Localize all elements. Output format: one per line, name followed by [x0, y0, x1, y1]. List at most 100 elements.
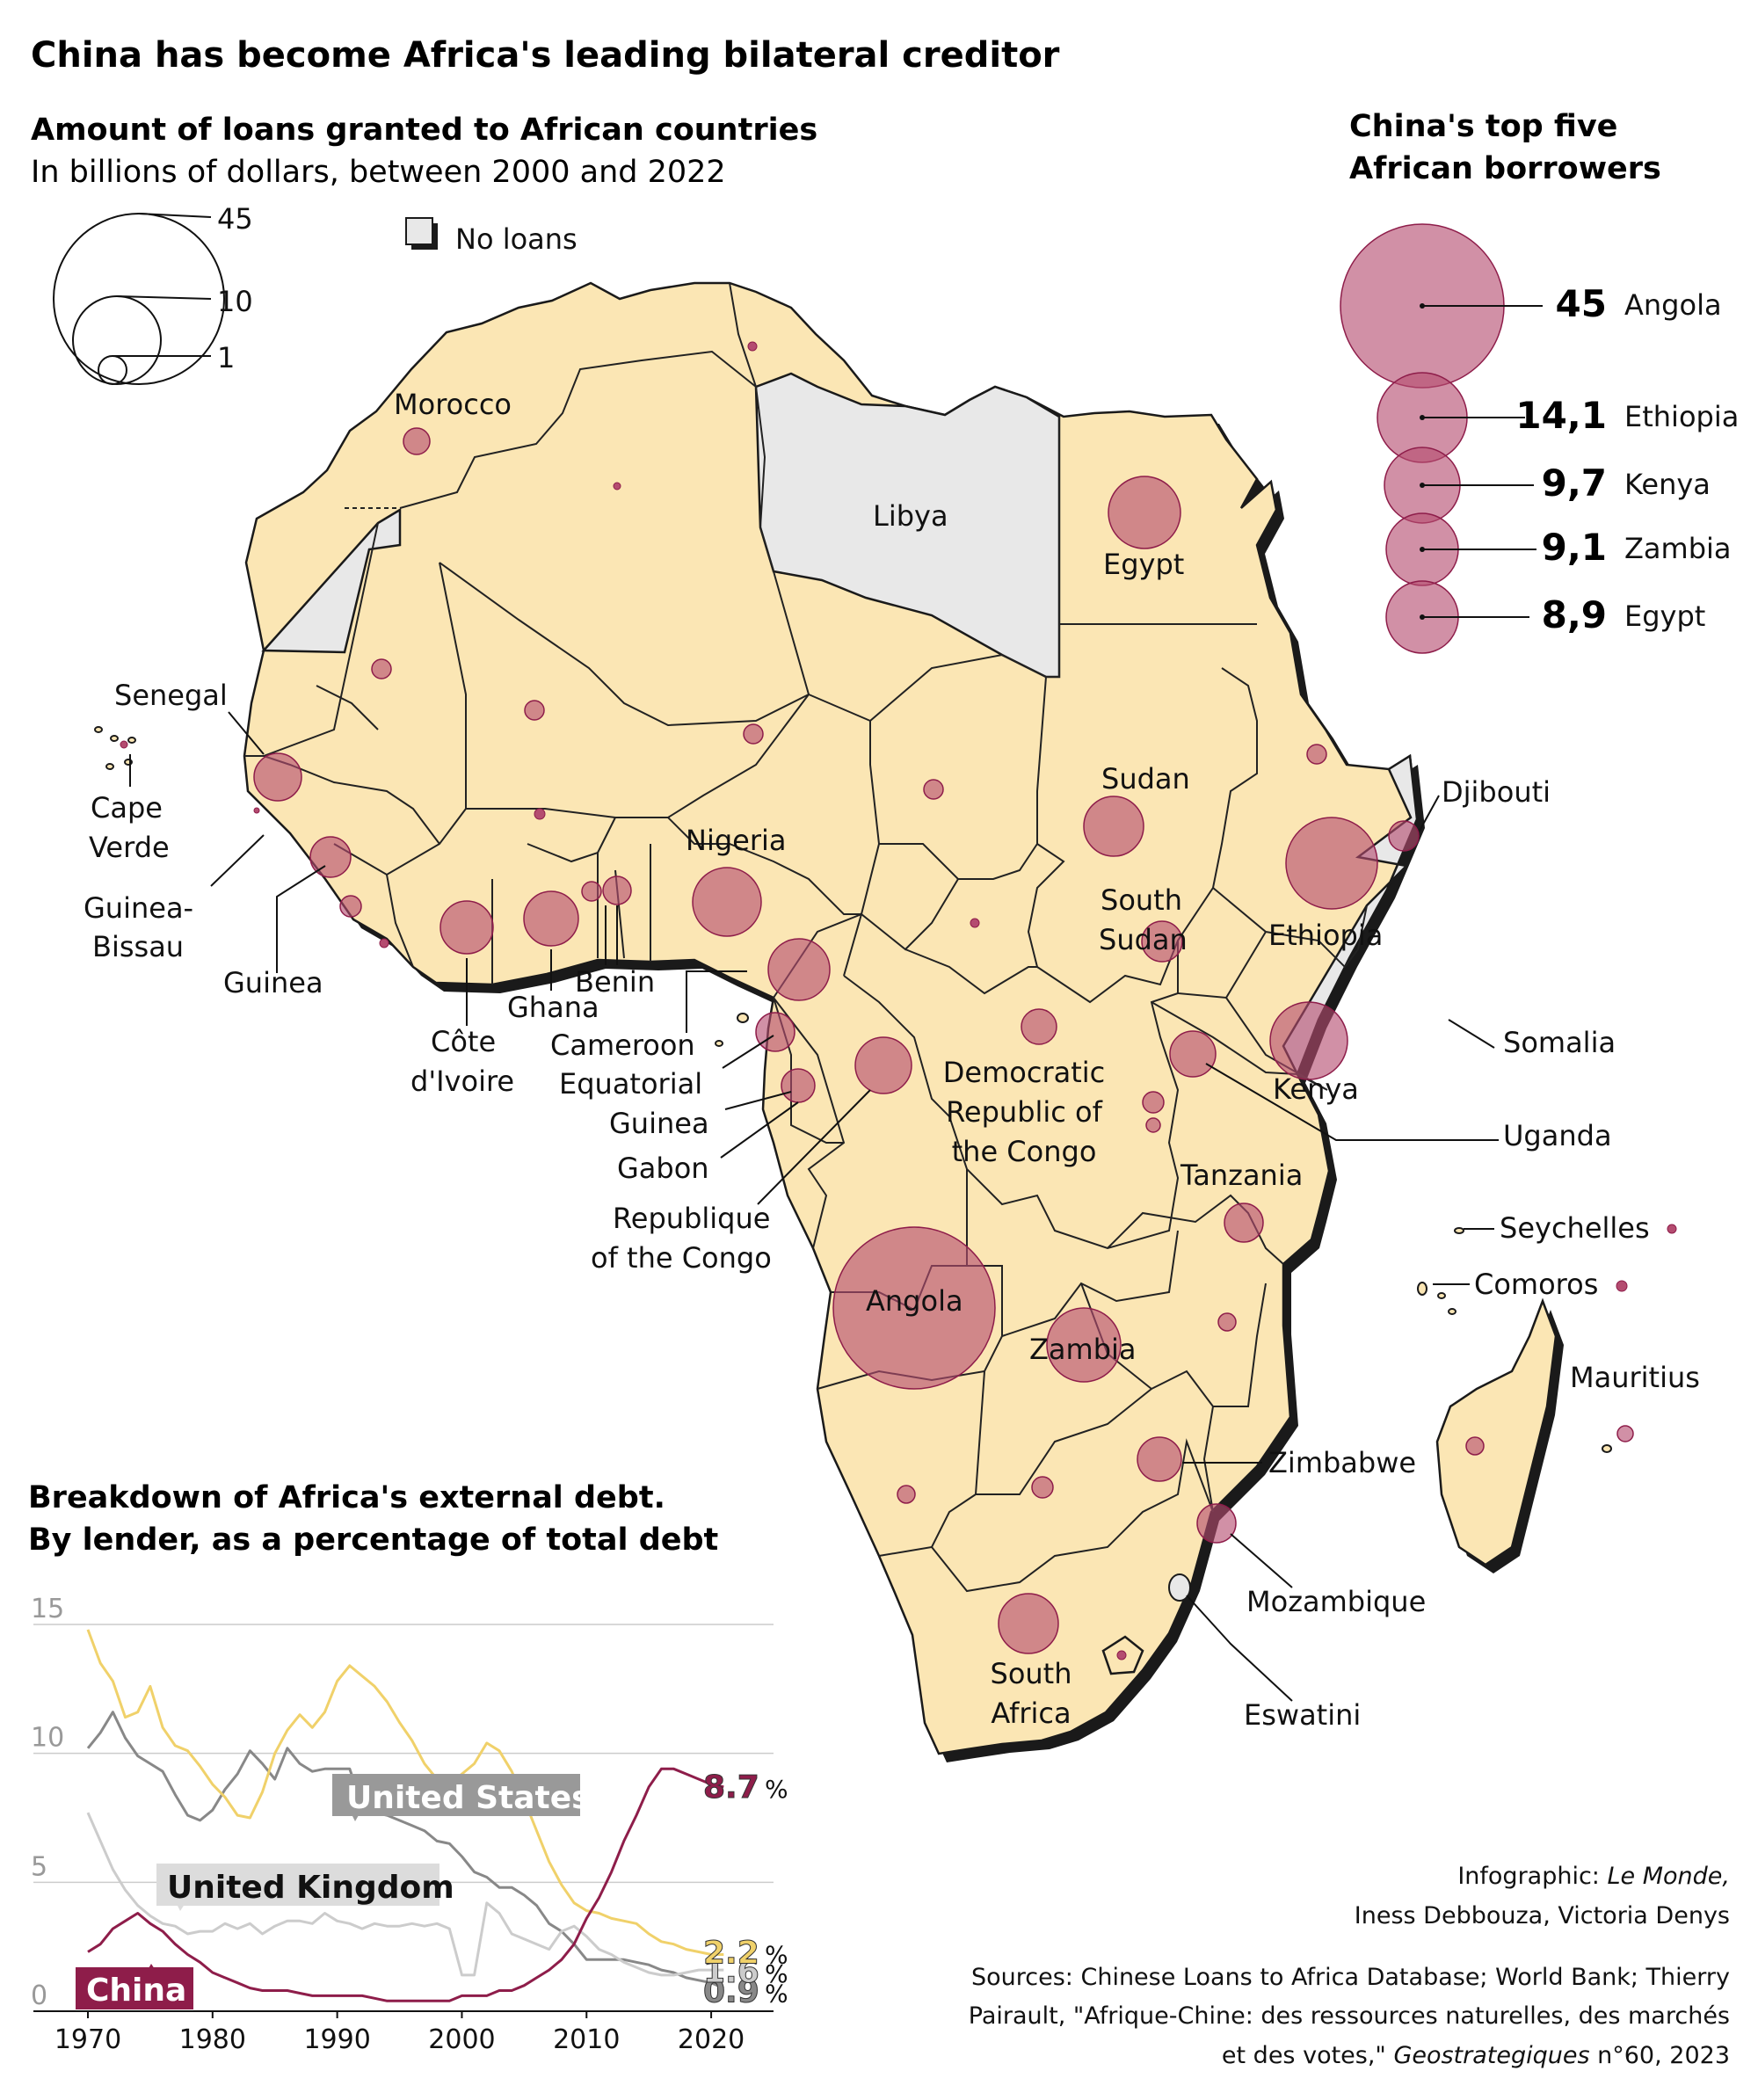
label-guinea: Guinea	[223, 966, 323, 999]
end-label-pct-0: %	[765, 1980, 788, 2009]
label-ghana: Ghana	[507, 991, 599, 1024]
bubble-burkina-faso	[534, 808, 546, 820]
credit-infographic-source: Le Monde,	[1608, 1863, 1731, 1890]
credit-sources-3-prefix: et des votes,"	[1222, 2042, 1394, 2069]
bubble-namibia	[897, 1485, 916, 1504]
bubble-sierra-leone	[339, 895, 362, 918]
chart-y-ticks: 0 5 10 15	[31, 1594, 64, 2011]
top-five-heading-1: China's top five	[1349, 109, 1617, 144]
bubble-angola	[832, 1226, 996, 1390]
africa-map	[94, 281, 1612, 1762]
credit-infographic-prefix: Infographic:	[1457, 1863, 1607, 1890]
label-seychelles: Seychelles	[1500, 1211, 1650, 1245]
end-label-pct-1: %	[765, 1959, 788, 1988]
chart-x-ticks: 1970 1980 1990 2000 2010 2020	[54, 2011, 745, 2055]
legend-label-45: 45	[217, 202, 253, 236]
label-tanzania: Tanzania	[1180, 1159, 1303, 1192]
top-value-4: 9,1	[1542, 526, 1607, 569]
leader-lines	[129, 711, 1499, 1702]
tag-uk-text: United Kingdom	[167, 1870, 454, 1906]
end-label-3: 8.7	[703, 1769, 759, 1806]
bubble-kenya	[1269, 1001, 1348, 1080]
debt-chart: Breakdown of Africa's external debt. By …	[28, 1480, 788, 2055]
bubble-algeria	[613, 482, 621, 490]
bubble-burundi	[1145, 1117, 1161, 1133]
credits: Infographic: Le Monde, Iness Debbouza, V…	[969, 1863, 1730, 2069]
page-title: China has become Africa's leading bilate…	[31, 35, 1060, 76]
top-value-2: 14,1	[1515, 394, 1607, 437]
label-mauritius: Mauritius	[1570, 1361, 1700, 1394]
tag-china-text: China	[86, 1973, 186, 2009]
bubble-south-sudan	[1141, 920, 1183, 963]
y-tick-label-3: 15	[31, 1594, 64, 1624]
label-senegal: Senegal	[114, 679, 228, 712]
x-tick-label-3: 2000	[428, 2024, 495, 2055]
label-cape-verde-2: Verde	[89, 831, 170, 864]
top-five-heading-2: African borrowers	[1349, 151, 1661, 186]
label-egypt: Egypt	[1103, 548, 1184, 581]
bubble-senegal	[253, 752, 302, 802]
label-ethiopia: Ethiopia	[1268, 919, 1383, 952]
bubble-south-africa	[998, 1593, 1059, 1654]
credit-sources-2: Pairault, "Afrique-Chine: des ressources…	[969, 2002, 1730, 2030]
chart-title: Breakdown of Africa's external debt.	[28, 1480, 665, 1515]
bubble-drc	[1021, 1008, 1057, 1045]
label-cameroon: Cameroon	[550, 1028, 695, 1062]
end-label-0: 0.9	[703, 1974, 759, 2010]
bubble-gambia	[253, 807, 260, 814]
top-country-4: Zambia	[1624, 532, 1732, 565]
credit-authors: Iness Debbouza, Victoria Denys	[1355, 1902, 1730, 1929]
end-label-pct-3: %	[765, 1775, 788, 1804]
bubble-benin	[602, 876, 632, 905]
bubble-togo	[581, 881, 602, 902]
top-value-1: 45	[1556, 282, 1607, 325]
bubble-zimbabwe	[1137, 1436, 1182, 1482]
bubble-tanzania	[1224, 1203, 1264, 1243]
label-djibouti: Djibouti	[1442, 775, 1551, 809]
bubble-equatorial-guinea	[755, 1012, 795, 1052]
label-cote-divoire-2: d'Ivoire	[410, 1065, 514, 1098]
bubble-car	[970, 918, 980, 928]
end-label-1: 1.6	[703, 1954, 759, 1990]
legend-label-1: 1	[217, 341, 235, 374]
loan-bubbles	[120, 341, 1677, 1660]
credit-sources-3-italic: Geostrategiques	[1393, 2042, 1589, 2069]
tag-us-text: United States	[346, 1780, 591, 1816]
label-guinea-bissau-2: Bissau	[92, 930, 184, 963]
label-drc-2: Republic of	[946, 1095, 1103, 1129]
credit-sources-3-suffix: n°60, 2023	[1590, 2042, 1730, 2069]
label-zambia: Zambia	[1029, 1333, 1137, 1366]
label-cote-divoire-1: Côte	[431, 1025, 496, 1058]
series-line-2	[86, 1629, 724, 1956]
credit-infographic: Infographic: Le Monde,	[1457, 1863, 1730, 1890]
tag-china: China	[76, 1964, 193, 2009]
label-equatorial-guinea-1: Equatorial	[559, 1067, 702, 1101]
bubble-mauritius	[1616, 1425, 1634, 1442]
y-tick-label-1: 5	[31, 1851, 47, 1882]
label-south-sudan-2: Sudan	[1099, 923, 1188, 956]
tag-us-box	[332, 1774, 580, 1816]
bubble-rwanda	[1142, 1091, 1165, 1114]
bubble-botswana	[1031, 1476, 1054, 1499]
bubble-sudan	[1083, 796, 1144, 857]
y-tick-label-2: 10	[31, 1723, 64, 1754]
bubble-cape-verde	[120, 740, 128, 749]
label-morocco: Morocco	[394, 388, 512, 421]
x-tick-label-0: 1970	[54, 2024, 121, 2055]
label-republic-congo-1: Republique	[613, 1202, 770, 1235]
label-sudan: Sudan	[1101, 762, 1190, 796]
label-uganda: Uganda	[1503, 1119, 1612, 1152]
bubble-cote-divoire	[440, 900, 494, 955]
bubble-mali	[524, 700, 545, 721]
top-value-5: 8,9	[1542, 593, 1607, 636]
top-country-3: Kenya	[1624, 468, 1711, 501]
label-cape-verde-1: Cape	[91, 791, 163, 825]
bubble-tunisia	[747, 341, 758, 352]
madagascar	[1435, 1297, 1558, 1566]
label-benin: Benin	[575, 965, 655, 999]
label-drc-3: the Congo	[952, 1135, 1097, 1168]
label-angola: Angola	[866, 1284, 963, 1318]
label-libya: Libya	[873, 499, 948, 533]
label-comoros: Comoros	[1474, 1268, 1598, 1301]
africa-mainland	[243, 281, 1419, 1755]
